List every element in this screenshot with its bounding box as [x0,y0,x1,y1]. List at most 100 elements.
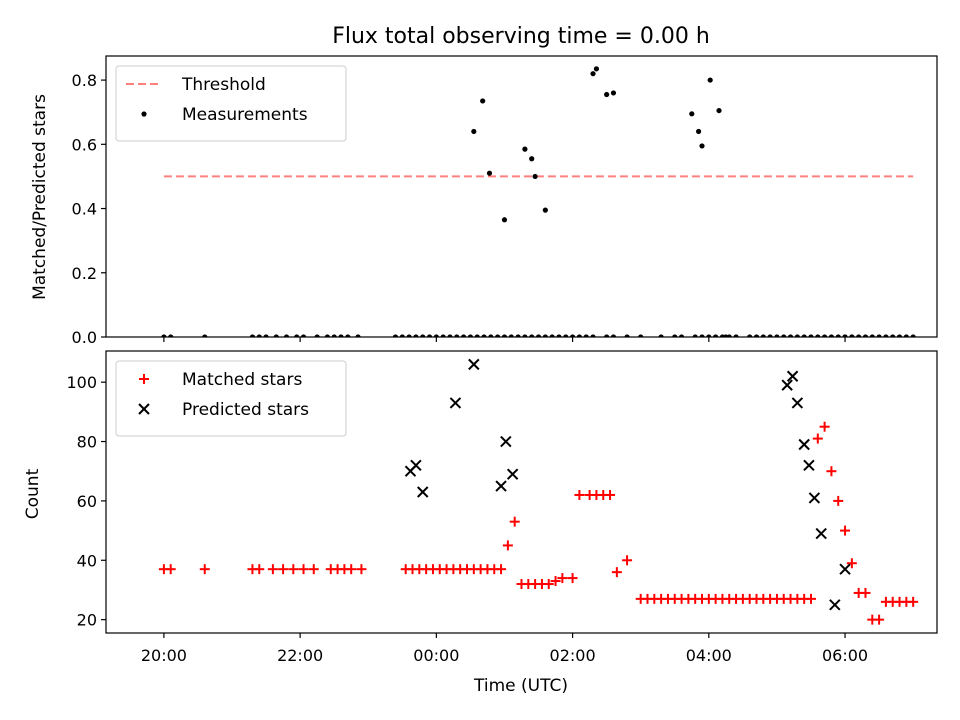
measurements-point [828,334,835,337]
matched-stars-point [267,564,278,575]
predicted-stars-point [791,397,804,409]
measurements-point [856,334,862,337]
measurements-point [610,90,617,96]
measurements-point [542,207,548,213]
matched-stars-point [860,587,871,598]
measurements-point [202,334,208,337]
measurements-point [842,334,848,337]
measurements-point [903,334,909,337]
measurements-point [324,334,330,337]
measurements-point [822,334,828,337]
matched-stars-point [346,564,357,575]
matched-stars-point [288,564,299,575]
predicted-stars-point [786,370,799,382]
measurements-point [808,334,814,337]
axes-frame [105,350,938,634]
measurements-point [501,334,508,337]
measurements-point [420,334,426,337]
measurements-point [471,128,477,135]
x-tick-label: 22:00 [277,646,323,665]
measurements-point [426,334,433,337]
measurements-point [535,334,542,337]
measurements-point [716,107,722,114]
measurements-point [563,334,569,337]
axes-frame [105,55,938,338]
matched-stars-point [819,421,830,432]
measurements-point [433,334,439,337]
predicted-stars-point [829,599,841,611]
legend-swatch [139,374,149,384]
legend-swatch [141,111,147,117]
measurements-point [604,334,610,337]
measurements-point [781,334,787,337]
measurements-point [413,334,419,337]
measurements-point [815,334,821,337]
y-tick-label: 0.4 [72,200,97,219]
matched-stars-point [812,433,823,444]
measurements-point [794,334,800,337]
x-tick-label: 06:00 [822,646,868,665]
matched-stars-point [254,564,265,575]
matched-stars-point [567,573,578,584]
measurements-point [787,334,794,337]
measurements-point [542,334,548,337]
measurements-point [488,334,494,337]
matched-stars-point [308,564,319,575]
y-tick-label: 60 [77,492,97,511]
measurements-point [658,334,664,337]
matched-stars-point [840,525,851,536]
predicted-stars-point [468,358,480,371]
measurements-point [692,334,698,337]
legend-label: Measurements [182,105,308,125]
measurements-point [314,334,320,337]
measurements-point [896,334,903,337]
x-tick-label: 20:00 [141,646,187,665]
x-tick-label: 02:00 [550,646,596,665]
measurements-point [695,128,702,135]
measurements-point [801,334,807,337]
measurements-point [406,334,412,337]
measurements-point [689,111,695,117]
y-tick-label: 0.6 [72,135,97,154]
matched-stars-point [833,495,844,506]
measurements-point [399,334,405,337]
measurements-point [273,334,279,337]
plot-area [161,66,916,337]
measurements-point [767,334,773,337]
legend-box [115,360,347,437]
predicted-stars-point [449,397,462,409]
measurements-point [508,334,514,337]
predicted-stars-point [781,379,793,391]
matched-stars-point [278,564,289,575]
matched-stars-point [574,489,585,500]
measurements-point [713,334,719,337]
measurements-point [529,156,535,162]
measurements-point [447,334,453,337]
matched-stars-point [611,567,622,578]
y-tick-label: 40 [77,551,97,570]
measurements-point [532,173,538,180]
measurements-point [590,334,596,337]
measurements-point [678,334,685,337]
measurements-point [733,334,739,337]
y-tick-label: 20 [77,611,97,630]
measurements-point [168,334,174,337]
measurements-point [338,334,344,337]
measurements-point [638,334,644,337]
y-tick-label: 100 [66,373,97,392]
measurements-point [910,334,916,337]
measurements-point [161,334,167,337]
matched-stars-point [496,564,507,575]
measurements-point [263,334,269,337]
legend-swatch [138,403,150,415]
measurements-point [706,334,712,337]
measurements-point [461,334,467,337]
matched-stars-point [509,516,520,527]
measurements-point [835,334,841,337]
measurements-point [583,334,589,337]
predicted-stars-point [417,486,429,498]
legend-label: Threshold [181,75,266,95]
matched-stars-point [557,573,568,584]
legend-label: Matched stars [182,370,302,390]
